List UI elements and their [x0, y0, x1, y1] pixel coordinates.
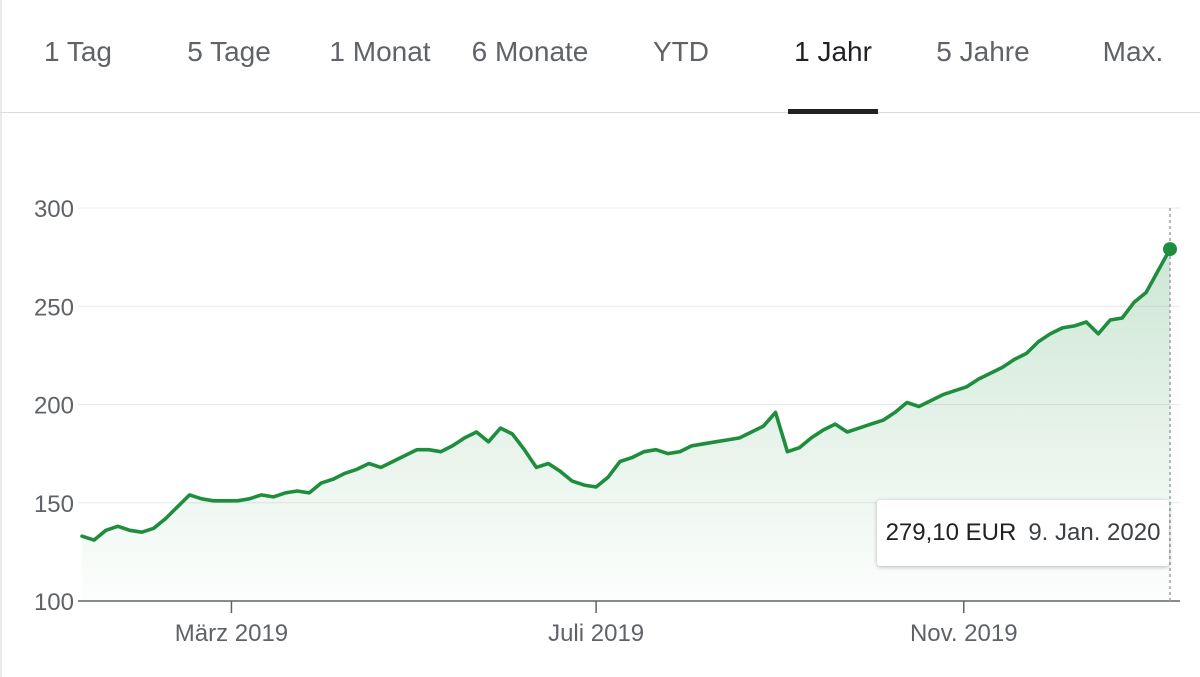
price-tooltip: 279,10 EUR 9. Jan. 2020	[877, 500, 1169, 566]
x-tick-label: März 2019	[175, 620, 288, 647]
y-tick-label: 300	[34, 196, 74, 223]
tab-1-jahr[interactable]: 1 Jahr	[794, 36, 872, 67]
price-series-line	[80, 247, 1172, 542]
tab-1-monat[interactable]: 1 Monat	[329, 36, 431, 67]
hover-point	[1163, 242, 1177, 257]
tab-5-tage[interactable]: 5 Tage	[187, 36, 271, 67]
tab-1-tag[interactable]: 1 Tag	[44, 36, 112, 67]
x-tick-label: Nov. 2019	[910, 620, 1018, 647]
tooltip-date: 9. Jan. 2020	[1028, 519, 1161, 546]
left-border	[0, 0, 2, 677]
tab-6-monate[interactable]: 6 Monate	[471, 36, 589, 67]
tab-max[interactable]: Max.	[1102, 36, 1164, 67]
y-tick-label: 150	[34, 491, 74, 518]
y-tick-label: 200	[34, 393, 74, 420]
x-tick-label: Juli 2019	[548, 620, 644, 647]
tab-ytd[interactable]: YTD	[653, 36, 709, 67]
tab-5-jahre[interactable]: 5 Jahre	[936, 36, 1030, 67]
y-tick-label: 100	[34, 589, 74, 616]
range-tabs: 1 Tag 5 Tage 1 Monat 6 Monate YTD 1 Jahr…	[0, 0, 1200, 114]
y-tick-label: 250	[34, 294, 74, 321]
tooltip-value: 279,10 EUR	[885, 519, 1017, 546]
active-tab-indicator	[788, 109, 878, 114]
